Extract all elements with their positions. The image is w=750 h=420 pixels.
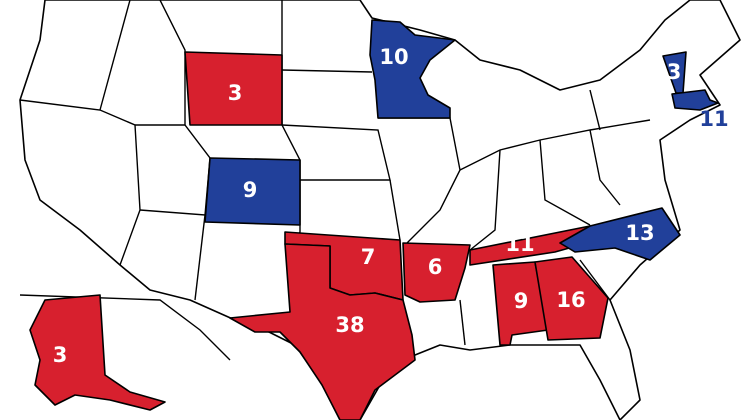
state-texas[interactable] [229, 243, 416, 420]
votes-label-massachusetts: 11 [699, 107, 728, 131]
votes-label-wyoming: 3 [228, 81, 243, 105]
state-massachusetts[interactable] [671, 89, 719, 111]
state-colorado[interactable] [204, 157, 301, 226]
votes-label-texas: 38 [335, 313, 364, 337]
state-georgia[interactable] [534, 256, 609, 341]
votes-label-alabama: 9 [514, 289, 529, 313]
state-minnesota[interactable] [369, 19, 456, 119]
votes-label-vermont: 3 [667, 60, 682, 84]
votes-label-colorado: 9 [243, 178, 258, 202]
votes-label-tennessee: 11 [505, 232, 534, 256]
votes-label-arkansas: 6 [428, 255, 443, 279]
state-tennessee[interactable] [469, 225, 591, 266]
votes-label-georgia: 16 [556, 288, 585, 312]
votes-label-minnesota: 10 [379, 45, 408, 69]
state-alaska[interactable] [29, 294, 166, 411]
votes-label-north-carolina: 13 [625, 221, 654, 245]
state-borders [19, 0, 651, 361]
votes-label-alaska: 3 [53, 343, 68, 367]
votes-label-oklahoma: 7 [361, 245, 376, 269]
state-north-carolina[interactable] [559, 207, 681, 261]
state-wyoming[interactable] [184, 51, 283, 126]
state-arkansas[interactable] [402, 242, 471, 303]
